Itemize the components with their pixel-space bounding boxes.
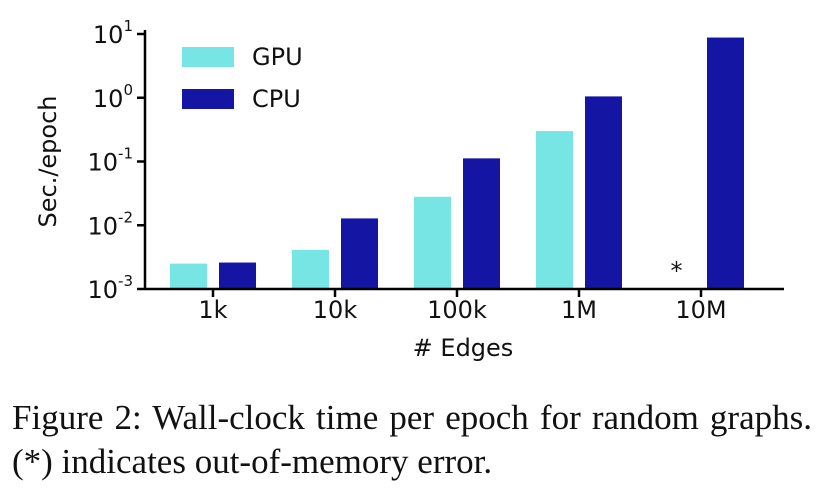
y-tick-label: 10-2 bbox=[87, 208, 133, 240]
legend-label-gpu: GPU bbox=[252, 43, 303, 71]
x-tick-label: 100k bbox=[427, 296, 487, 324]
out-of-memory-marker: * bbox=[671, 257, 683, 285]
cpu-bar-100k bbox=[463, 158, 500, 289]
gpu-bar-10k bbox=[292, 249, 329, 289]
y-tick-label: 100 bbox=[93, 81, 133, 113]
x-tick-label: 10M bbox=[675, 296, 726, 324]
x-tick-label: 10k bbox=[313, 296, 358, 324]
bar-chart: * 10-3 10-2 10-1 100 101 1k 10k 100k 1M 10M # Edges… bbox=[34, 17, 784, 362]
gpu-bar-1m bbox=[536, 131, 573, 289]
y-tick-label: 10-1 bbox=[87, 145, 133, 177]
cpu-bar-10m bbox=[707, 37, 744, 289]
axes-layer bbox=[137, 30, 784, 297]
x-tick-label: 1M bbox=[561, 296, 597, 324]
bars-layer bbox=[170, 37, 744, 289]
legend-swatch-cpu bbox=[182, 89, 234, 109]
y-tick-label: 10-3 bbox=[87, 272, 133, 304]
labels-layer: * 10-3 10-2 10-1 100 101 1k 10k 100k 1M 10M # Edges… bbox=[34, 17, 727, 362]
figure-caption: Figure 2: Wall-clock time per epoch for … bbox=[12, 398, 812, 481]
cpu-bar-1m bbox=[585, 96, 622, 289]
cpu-bar-10k bbox=[341, 218, 378, 289]
gpu-bar-100k bbox=[414, 196, 451, 289]
legend-label-cpu: CPU bbox=[252, 85, 301, 113]
gpu-bar-1k bbox=[170, 263, 207, 289]
y-axis-title: Sec./epoch bbox=[34, 96, 62, 228]
legend: GPU CPU bbox=[182, 43, 303, 113]
legend-swatch-gpu bbox=[182, 47, 234, 67]
y-tick-label: 101 bbox=[93, 17, 133, 49]
x-axis-title: # Edges bbox=[413, 334, 514, 362]
x-tick-label: 1k bbox=[198, 296, 227, 324]
cpu-bar-1k bbox=[219, 262, 256, 289]
